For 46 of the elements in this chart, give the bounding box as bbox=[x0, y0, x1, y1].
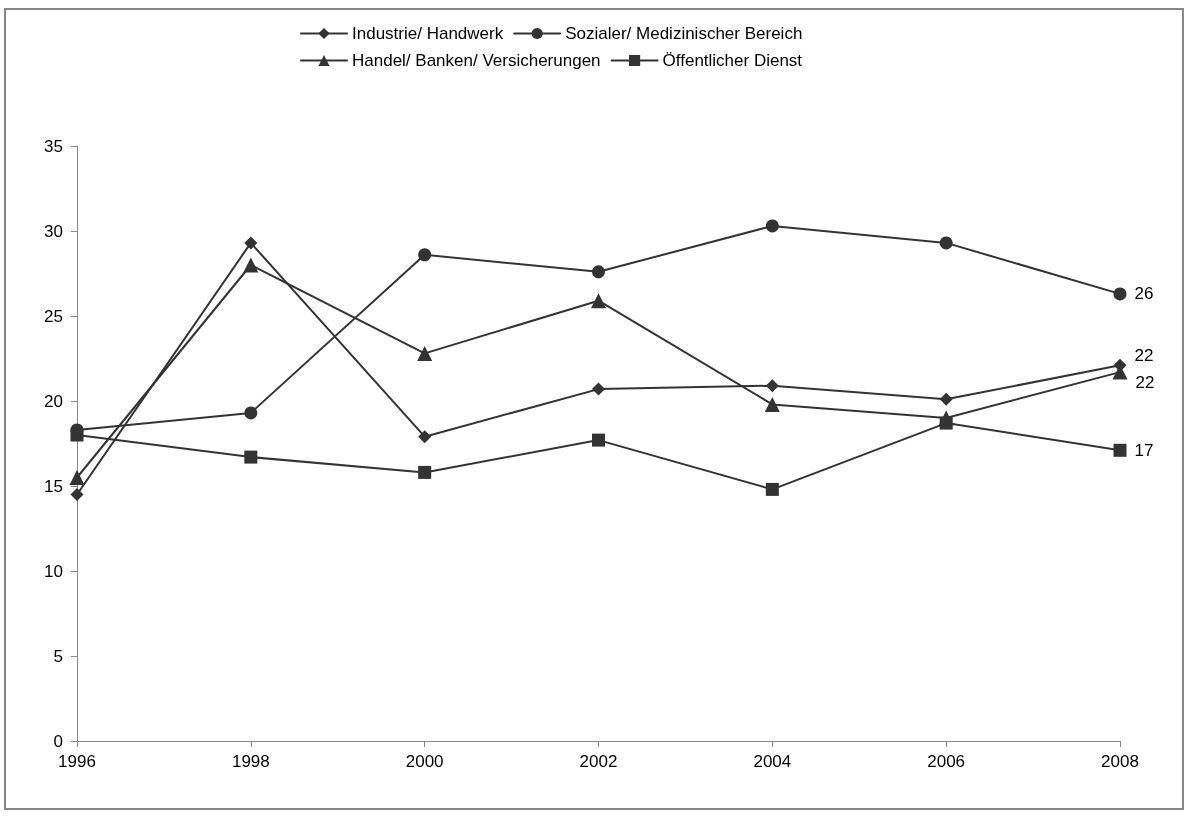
point bbox=[69, 470, 85, 485]
y-tick-label: 25 bbox=[44, 306, 63, 326]
point bbox=[244, 236, 258, 250]
legend-label: Öffentlicher Dienst bbox=[662, 51, 803, 70]
x-tick-label: 2002 bbox=[579, 752, 618, 771]
point bbox=[765, 379, 779, 393]
data-label: 26 bbox=[1134, 284, 1154, 304]
x-tick-label: 2000 bbox=[405, 752, 444, 771]
point bbox=[592, 382, 605, 396]
x-tick-label: 1998 bbox=[231, 752, 270, 771]
point bbox=[243, 257, 259, 273]
y-tick-label: 20 bbox=[44, 391, 63, 411]
point bbox=[592, 433, 605, 447]
point bbox=[70, 488, 84, 501]
y-tick-label: 30 bbox=[44, 221, 63, 241]
point bbox=[764, 396, 780, 412]
point bbox=[765, 482, 779, 496]
y-tick-label: 10 bbox=[44, 561, 63, 581]
point bbox=[939, 392, 953, 406]
point bbox=[765, 219, 779, 233]
legend-label: Sozialer/ Medizinischer Bereich bbox=[565, 24, 803, 43]
y-tick-label: 0 bbox=[53, 731, 63, 751]
point bbox=[938, 410, 954, 426]
x-tick-label: 2004 bbox=[753, 752, 792, 771]
point bbox=[592, 265, 605, 279]
legend-label: Industrie/ Handwerk bbox=[352, 24, 504, 43]
data-label: 22 bbox=[1135, 372, 1155, 392]
point bbox=[244, 450, 258, 464]
point bbox=[418, 248, 432, 262]
point bbox=[1113, 287, 1127, 301]
point bbox=[244, 406, 258, 420]
x-tick-label: 2006 bbox=[927, 752, 966, 771]
legend-label: Handel/ Banken/ Versicherungen bbox=[352, 51, 601, 70]
y-tick-label: 15 bbox=[44, 476, 63, 496]
x-tick-label: 2008 bbox=[1101, 752, 1139, 771]
data-label: 17 bbox=[1134, 440, 1154, 460]
y-tick-label: 5 bbox=[53, 646, 63, 666]
point bbox=[418, 465, 432, 479]
point bbox=[939, 236, 953, 250]
point bbox=[417, 345, 433, 361]
data-label: 22 bbox=[1134, 345, 1154, 365]
point bbox=[591, 293, 606, 309]
y-tick-label: 35 bbox=[44, 136, 63, 156]
point bbox=[418, 430, 432, 444]
point bbox=[1113, 443, 1127, 457]
x-tick-label: 1996 bbox=[58, 752, 96, 771]
